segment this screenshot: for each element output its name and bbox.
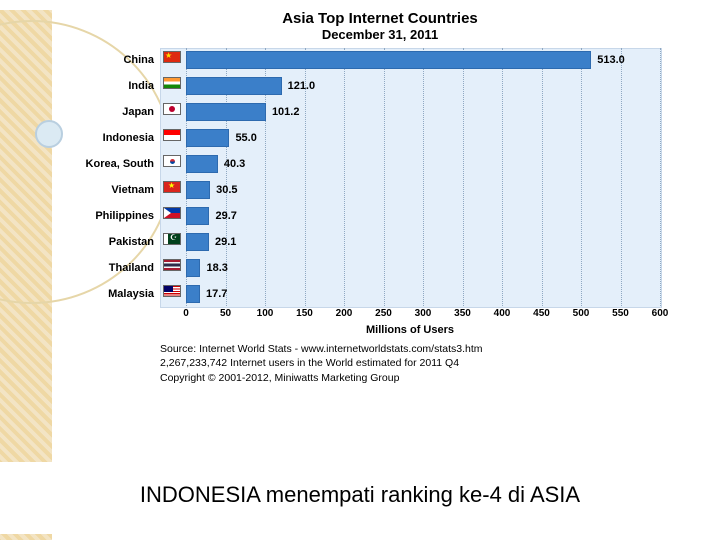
chart-row-label: Vietnam — [64, 184, 160, 196]
chart-row: Malaysia17.7 — [160, 282, 670, 306]
chart-x-tick: 400 — [494, 308, 511, 319]
chart-bar — [186, 77, 282, 95]
chart-row-label: Pakistan — [64, 236, 160, 248]
chart-source-block: Source: Internet World Stats - www.inter… — [160, 342, 690, 385]
chart-row-label: Japan — [64, 106, 160, 118]
chart-row: China513.0 — [160, 48, 670, 72]
chart-x-tick: 450 — [533, 308, 550, 319]
chart-row-label: Malaysia — [64, 288, 160, 300]
chart-bar — [186, 207, 209, 225]
chart-row-label: Thailand — [64, 262, 160, 274]
chart-bar-value: 29.7 — [211, 207, 236, 225]
chart-source-line: 2,267,233,742 Internet users in the Worl… — [160, 356, 690, 370]
chart-bar-value: 55.0 — [231, 129, 256, 147]
chart-row-label: Indonesia — [64, 132, 160, 144]
flag-icon — [163, 103, 181, 115]
chart-x-tick: 500 — [573, 308, 590, 319]
decorative-circle-small — [35, 120, 63, 148]
flag-icon — [163, 285, 181, 297]
slide-caption: INDONESIA menempati ranking ke-4 di ASIA — [0, 462, 720, 534]
chart-container: Asia Top Internet Countries December 31,… — [70, 10, 690, 385]
chart-bar-area: 30.5 — [186, 181, 660, 199]
chart-subtitle: December 31, 2011 — [70, 27, 690, 42]
chart-row-label: Korea, South — [64, 158, 160, 170]
chart-source-line: Source: Internet World Stats - www.inter… — [160, 342, 690, 356]
chart-bar — [186, 285, 200, 303]
chart-row: Indonesia55.0 — [160, 126, 670, 150]
chart-row-label: China — [64, 54, 160, 66]
chart-bar-area: 18.3 — [186, 259, 660, 277]
chart-row: Thailand18.3 — [160, 256, 670, 280]
chart-bar-value: 18.3 — [202, 259, 227, 277]
chart-bar-area: 513.0 — [186, 51, 660, 69]
chart-x-axis: 0 50 100 150 200 250 300 350 400 450 500 550 600 — [160, 306, 670, 324]
chart-bar — [186, 181, 210, 199]
chart-x-tick: 350 — [454, 308, 471, 319]
chart-source-line: Copyright © 2001-2012, Miniwatts Marketi… — [160, 371, 690, 385]
chart-x-tick: 600 — [652, 308, 669, 319]
chart-row: Philippines29.7 — [160, 204, 670, 228]
chart-x-tick: 250 — [375, 308, 392, 319]
flag-icon — [163, 207, 181, 219]
chart-bar — [186, 155, 218, 173]
chart-bar — [186, 233, 209, 251]
flag-icon — [163, 181, 181, 193]
chart-x-axis-label: Millions of Users — [160, 324, 660, 336]
chart-bar-value: 101.2 — [268, 103, 300, 121]
flag-icon — [163, 233, 181, 245]
flag-icon — [163, 51, 181, 63]
chart-x-tick: 100 — [257, 308, 274, 319]
chart-row: Japan101.2 — [160, 100, 670, 124]
chart-bar-area: 29.7 — [186, 207, 660, 225]
chart-bar-value: 40.3 — [220, 155, 245, 173]
chart-x-tick: 50 — [220, 308, 231, 319]
chart-x-tick: 150 — [296, 308, 313, 319]
chart-bar — [186, 51, 591, 69]
chart-bar-value: 30.5 — [212, 181, 237, 199]
flag-icon — [163, 77, 181, 89]
chart-row: Pakistan29.1 — [160, 230, 670, 254]
chart-bar — [186, 103, 266, 121]
chart-bar-value: 17.7 — [202, 285, 227, 303]
chart-row: Vietnam30.5 — [160, 178, 670, 202]
chart-rows: China513.0India121.0Japan101.2Indonesia5… — [160, 48, 670, 306]
chart-bar-value: 513.0 — [593, 51, 625, 69]
chart-x-tick: 550 — [612, 308, 629, 319]
chart-bar-area: 40.3 — [186, 155, 660, 173]
chart-title: Asia Top Internet Countries — [70, 10, 690, 27]
chart-bar-value: 29.1 — [211, 233, 236, 251]
chart-row-label: India — [64, 80, 160, 92]
flag-icon — [163, 129, 181, 141]
chart-x-tick: 0 — [183, 308, 189, 319]
chart-bar-area: 55.0 — [186, 129, 660, 147]
chart-bar-area: 101.2 — [186, 103, 660, 121]
chart-row-label: Philippines — [64, 210, 160, 222]
chart-x-tick: 200 — [336, 308, 353, 319]
chart-bar — [186, 129, 229, 147]
chart-bar-area: 121.0 — [186, 77, 660, 95]
chart-bar-area: 17.7 — [186, 285, 660, 303]
chart-bar — [186, 259, 200, 277]
flag-icon — [163, 259, 181, 271]
chart-plot-area: China513.0India121.0Japan101.2Indonesia5… — [160, 48, 670, 306]
flag-icon — [163, 155, 181, 167]
chart-row: Korea, South40.3 — [160, 152, 670, 176]
chart-x-tick: 300 — [415, 308, 432, 319]
chart-row: India121.0 — [160, 74, 670, 98]
chart-bar-area: 29.1 — [186, 233, 660, 251]
chart-bar-value: 121.0 — [284, 77, 316, 95]
